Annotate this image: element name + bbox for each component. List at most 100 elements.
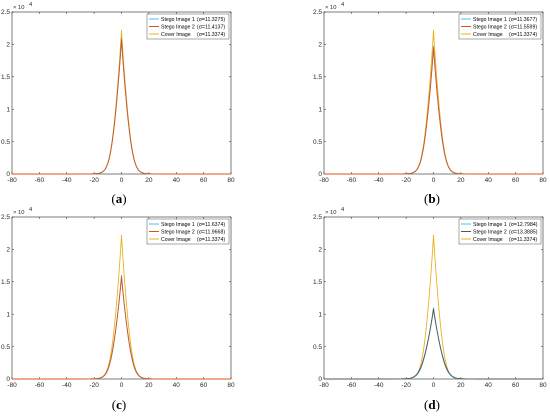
legend-entry-sigma: (σ=11.3374): [197, 237, 225, 243]
legend-box: [146, 218, 230, 245]
y-exponent-label: × 10: [13, 5, 24, 11]
legend-entry-name: Cover Image: [161, 32, 191, 38]
series-line-2: [12, 38, 231, 175]
legend: Stego Image 1 (σ=11.3275)Stego Image 2 (σ=…: [146, 13, 230, 40]
y-tick-label: 0.5: [1, 139, 10, 146]
chart-panel-b: -80 -60 -40 -20 0 20 40 60 80 0 0.5 1 1.5 2 2.5× 10 4 St…: [313, 2, 547, 206]
y-tick-label: 2.5: [1, 214, 10, 221]
y-tick-label: 1: [318, 106, 322, 113]
x-tick-label: 60: [200, 382, 208, 389]
x-tick-label: 40: [485, 382, 493, 389]
panel-caption-letter: d: [428, 397, 436, 412]
legend-entry-sigma: (σ=13.3885): [509, 229, 538, 235]
legend-box: [146, 13, 230, 40]
x-tick-label: 20: [457, 382, 465, 389]
legend-entry-sigma: (σ=12.7984): [509, 222, 538, 228]
y-tick-label: 2.5: [313, 9, 322, 16]
chart-panel-c: -80 -60 -40 -20 0 20 40 60 80 0 0.5 1 1.5 2 2.5× 10 4 St…: [1, 207, 235, 412]
y-tick-label: 0.5: [313, 139, 322, 146]
x-tick-label: -60: [35, 382, 45, 389]
legend-entry-name: Cover Image: [473, 32, 503, 38]
x-tick-label: 40: [173, 382, 181, 389]
x-tick-label: 0: [120, 382, 124, 389]
legend-entry-sigma: (σ=11.3374): [197, 32, 225, 38]
x-tick-label: 60: [512, 177, 520, 184]
y-tick-label: 0: [318, 171, 322, 178]
y-tick-label: 2: [318, 247, 322, 254]
legend-entry-name: Stego Image 1: [161, 222, 195, 228]
y-tick-label: 0.5: [1, 344, 10, 351]
legend-entry-sigma: (σ=11.3275): [197, 17, 225, 23]
x-tick-label: -80: [319, 382, 329, 389]
chart-panel-d: -80 -60 -40 -20 0 20 40 60 80 0 0.5 1 1.5 2 2.5× 10 4 St…: [313, 207, 547, 412]
x-tick-label: -20: [401, 177, 411, 184]
x-tick-label: -60: [35, 177, 45, 184]
legend-entry-name: Stego Image 2: [473, 24, 507, 30]
legend-entry-name: Cover Image: [473, 237, 503, 243]
x-tick-label: 60: [512, 382, 520, 389]
panel-caption: (d): [424, 397, 440, 412]
x-tick-label: 0: [432, 382, 436, 389]
x-tick-label: 0: [120, 177, 124, 184]
x-tick-label: 80: [227, 382, 235, 389]
panel-caption: (c): [112, 397, 126, 412]
legend-entry-sigma: (σ=11.3374): [509, 32, 537, 38]
series-line-2: [324, 47, 543, 175]
y-tick-label: 0: [318, 376, 322, 383]
panel-caption: (a): [111, 191, 126, 206]
y-tick-label: 1: [6, 106, 10, 113]
y-exponent-label: × 10: [13, 210, 24, 216]
x-tick-label: 80: [227, 177, 235, 184]
x-tick-label: -40: [62, 382, 72, 389]
legend: Stego Image 1 (σ=11.6374)Stego Image 2 (σ=…: [146, 218, 230, 245]
y-tick-label: 1.5: [313, 279, 322, 286]
y-tick-label: 1: [318, 311, 322, 318]
legend-entry-sigma: (σ=11.5599): [509, 24, 537, 30]
y-exponent-power: 4: [341, 2, 345, 8]
legend-entry-name: Cover Image: [161, 237, 191, 243]
y-tick-label: 2: [6, 42, 10, 49]
x-tick-label: -20: [89, 382, 99, 389]
y-tick-label: 2: [318, 42, 322, 49]
panel-caption: (b): [424, 191, 440, 206]
x-tick-label: 20: [145, 382, 153, 389]
series-line-2: [12, 276, 231, 380]
x-tick-label: -20: [401, 382, 411, 389]
x-tick-label: 80: [539, 382, 547, 389]
y-tick-label: 2.5: [313, 214, 322, 221]
y-tick-label: 1.5: [313, 74, 322, 81]
legend-entry-name: Stego Image 2: [161, 229, 195, 235]
chart-panel-a: -80 -60 -40 -20 0 20 40 60 80 0 0.5 1 1.5 2 2.5× 10 4 St…: [1, 2, 235, 206]
y-exponent-power: 4: [341, 207, 345, 213]
legend-entry-sigma: (σ=11.6374): [197, 222, 225, 228]
series-line-2: [324, 308, 543, 380]
x-tick-label: 40: [173, 177, 181, 184]
x-tick-label: 20: [145, 177, 153, 184]
y-exponent-label: × 10: [325, 5, 336, 11]
x-tick-label: 0: [432, 177, 436, 184]
y-tick-label: 1.5: [1, 279, 10, 286]
legend: Stego Image 1 (σ=11.3677)Stego Image 2 (σ=…: [458, 13, 542, 40]
y-exponent-label: × 10: [325, 210, 336, 216]
y-tick-label: 0: [6, 376, 10, 383]
x-tick-label: -40: [62, 177, 72, 184]
y-tick-label: 1: [6, 311, 10, 318]
legend: Stego Image 1 (σ=12.7984)Stego Image 2 (σ=…: [458, 218, 542, 245]
x-tick-label: -80: [7, 382, 17, 389]
legend-entry-sigma: (σ=11.4137): [197, 24, 225, 30]
x-tick-label: -80: [7, 177, 17, 184]
x-tick-label: -40: [374, 177, 384, 184]
legend-entry-name: Stego Image 2: [473, 229, 507, 235]
y-tick-label: 1.5: [1, 74, 10, 81]
x-tick-label: 80: [539, 177, 547, 184]
x-tick-label: 60: [200, 177, 208, 184]
y-exponent-power: 4: [29, 2, 33, 8]
legend-entry-name: Stego Image 1: [473, 17, 507, 23]
y-tick-label: 0: [6, 171, 10, 178]
x-tick-label: 40: [485, 177, 493, 184]
x-tick-label: -60: [347, 382, 357, 389]
y-exponent-power: 4: [29, 207, 33, 213]
legend-entry-name: Stego Image 1: [473, 222, 507, 228]
legend-box: [458, 13, 542, 40]
x-tick-label: -20: [89, 177, 99, 184]
